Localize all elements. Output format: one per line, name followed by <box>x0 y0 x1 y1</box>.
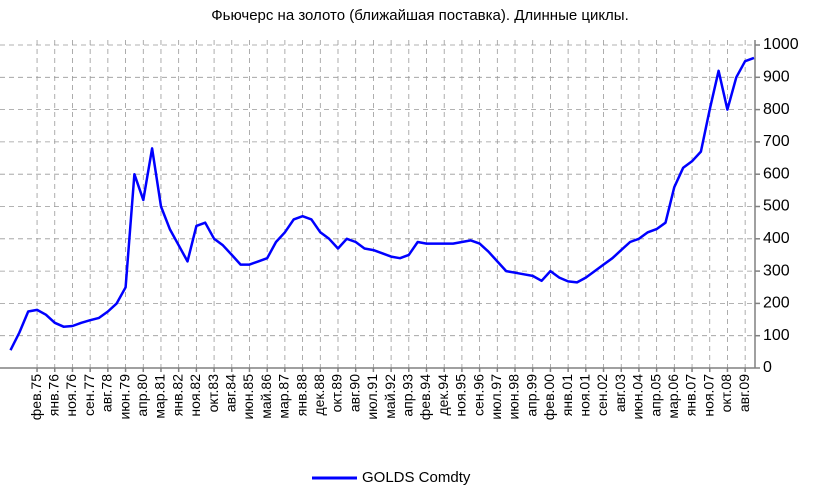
x-tick-label: апр.99 <box>523 374 539 417</box>
y-tick-label: 400 <box>763 230 790 247</box>
x-tick-label: дек.94 <box>435 374 451 416</box>
x-tick-label: июн.04 <box>630 374 646 420</box>
x-tick-label: сен.96 <box>470 374 486 416</box>
x-tick-label: май.86 <box>258 374 274 419</box>
y-tick-label: 0 <box>763 359 772 376</box>
x-tick-label: апр.80 <box>134 374 150 417</box>
x-tick-label: янв.82 <box>169 374 185 416</box>
y-tick-label: 700 <box>763 133 790 150</box>
x-tick-label: ноя.76 <box>63 374 79 417</box>
x-tick-label: июн.98 <box>506 374 522 420</box>
y-tick-label: 300 <box>763 262 790 279</box>
legend-label: GOLDS Comdty <box>362 469 471 486</box>
x-tick-label: янв.01 <box>559 374 575 416</box>
x-tick-label: авг.78 <box>99 374 115 412</box>
x-tick-label: фев.75 <box>28 374 44 420</box>
x-tick-label: мар.87 <box>276 374 292 419</box>
x-tick-label: авг.84 <box>222 374 238 412</box>
y-tick-label: 800 <box>763 101 790 118</box>
x-tick-label: авг.90 <box>346 374 362 412</box>
x-tick-label: мар.06 <box>665 374 681 419</box>
y-tick-label: 500 <box>763 198 790 215</box>
x-tick-label: дек.88 <box>311 374 327 416</box>
x-tick-label: окт.08 <box>718 374 734 413</box>
x-tick-label: сен.77 <box>81 374 97 416</box>
x-tick-label: апр.05 <box>647 374 663 417</box>
y-tick-label: 200 <box>763 295 790 312</box>
x-tick-label: авг.09 <box>736 374 752 412</box>
x-tick-label: янв.07 <box>683 374 699 416</box>
x-tick-label: июн.85 <box>240 374 256 420</box>
x-tick-label: июл.97 <box>488 374 504 420</box>
y-tick-label: 900 <box>763 69 790 86</box>
y-tick-label: 1000 <box>763 36 799 53</box>
x-tick-label: мар.81 <box>152 374 168 419</box>
y-tick-label: 100 <box>763 327 790 344</box>
x-tick-label: фев.00 <box>541 374 557 420</box>
chart-title: Фьючерс на золото (ближайшая поставка). … <box>211 7 629 24</box>
x-tick-label: окт.89 <box>329 374 345 413</box>
x-tick-label: авг.03 <box>612 374 628 412</box>
x-tick-label: ноя.82 <box>187 374 203 417</box>
x-tick-label: июн.79 <box>116 374 132 420</box>
x-tick-label: ноя.01 <box>577 374 593 417</box>
x-tick-label: июл.91 <box>364 374 380 420</box>
x-tick-label: май.92 <box>382 374 398 419</box>
y-tick-label: 600 <box>763 165 790 182</box>
x-tick-label: апр.93 <box>400 374 416 417</box>
x-tick-label: сен.02 <box>594 374 610 416</box>
x-tick-label: ноя.07 <box>700 374 716 417</box>
x-tick-label: окт.83 <box>205 374 221 413</box>
x-tick-label: янв.76 <box>45 374 61 416</box>
x-tick-label: ноя.95 <box>453 374 469 417</box>
x-tick-label: янв.88 <box>293 374 309 416</box>
data-line <box>9 56 755 351</box>
x-tick-label: фев.94 <box>417 374 433 420</box>
